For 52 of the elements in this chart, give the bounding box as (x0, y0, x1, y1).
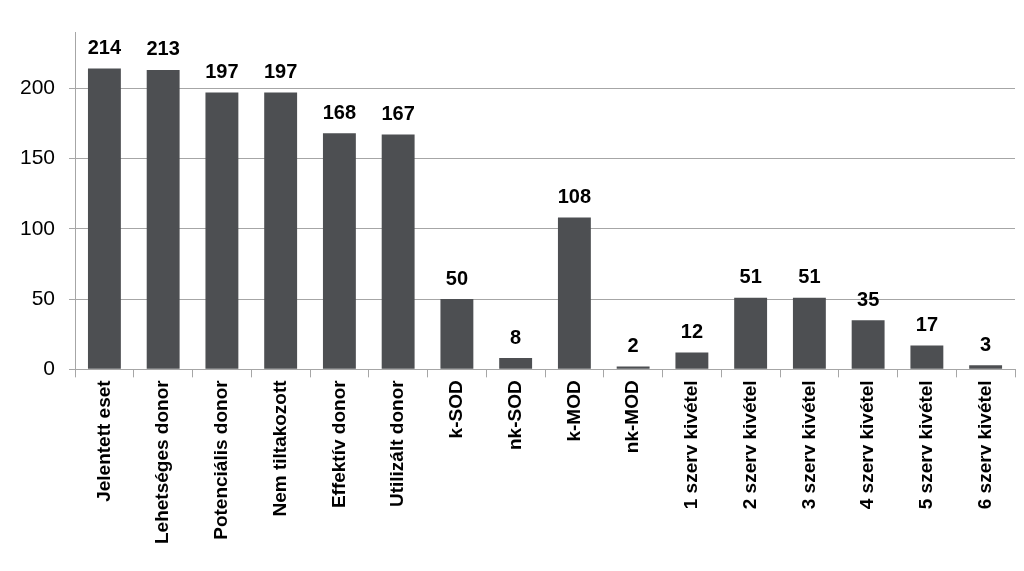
data-label: 197 (263, 59, 298, 82)
x-tick-label: 4 szerv kivétel (856, 380, 878, 510)
x-tick-label: Effektív donor (327, 379, 349, 509)
y-tick-label: 100 (19, 215, 56, 239)
bar (851, 320, 885, 369)
x-tick-label: Potenciális donor (210, 379, 232, 540)
data-label: 3 (980, 332, 992, 355)
x-tick-label: nk-MOD (621, 380, 643, 454)
bar (264, 92, 298, 369)
bar (499, 358, 533, 369)
data-label: 17 (915, 312, 938, 335)
x-tick-label: Lehetséges donor (151, 379, 173, 545)
bar (440, 299, 474, 369)
x-tick-label: 5 szerv kivétel (915, 380, 937, 510)
data-label: 12 (680, 320, 704, 342)
data-label: 168 (322, 100, 357, 123)
y-tick-label: 200 (19, 75, 56, 99)
data-label: 50 (445, 266, 469, 289)
x-tick-label: Utilizált donor (386, 379, 408, 508)
bar (792, 297, 826, 369)
data-label: 197 (205, 59, 239, 82)
x-tick-label: k-MOD (562, 380, 584, 442)
data-label: 51 (739, 265, 762, 288)
y-tick-label: 0 (43, 356, 56, 380)
x-tick-label: Jelentett eset (92, 379, 114, 502)
bar (322, 133, 356, 369)
data-label: 108 (557, 185, 592, 208)
x-tick-label: 2 szerv kivétel (738, 380, 760, 510)
x-tick-label: 1 szerv kivétel (680, 380, 702, 510)
y-tick-label: 50 (31, 285, 56, 309)
bar (969, 365, 1003, 369)
x-tick-label: Nem tiltakozott (268, 379, 290, 517)
x-tick-label: nk-SOD (503, 380, 525, 451)
bar (146, 69, 180, 369)
bar (381, 134, 415, 369)
bar (87, 68, 121, 369)
bar (734, 297, 768, 369)
data-label: 213 (146, 37, 180, 60)
data-label: 2 (627, 334, 639, 357)
data-label: 167 (381, 102, 415, 125)
x-tick-label: 3 szerv kivétel (797, 380, 819, 510)
data-label: 214 (87, 36, 122, 59)
y-tick-label: 150 (19, 145, 56, 169)
bar (205, 92, 239, 369)
x-tick-label: 6 szerv kivétel (973, 380, 995, 510)
bar (910, 345, 944, 369)
data-label: 8 (510, 325, 522, 348)
data-label: 35 (857, 287, 880, 310)
bar (675, 352, 709, 369)
data-label: 51 (798, 265, 821, 288)
x-tick-label: k-SOD (445, 380, 467, 439)
bar (557, 217, 591, 369)
